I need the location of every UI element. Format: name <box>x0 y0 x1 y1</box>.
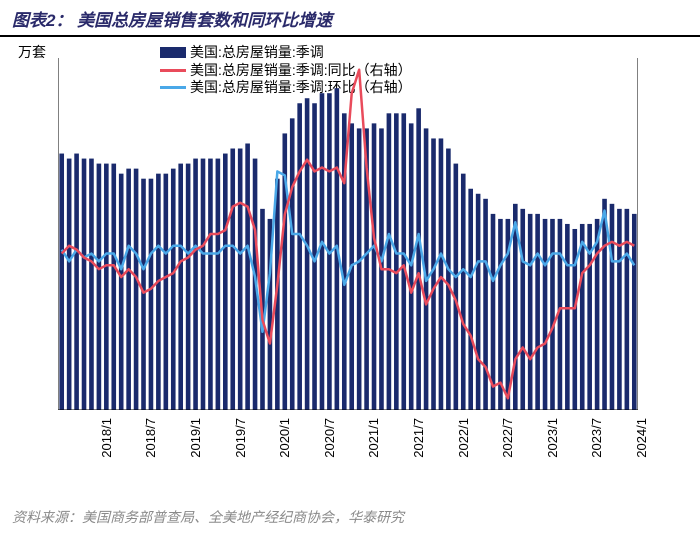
bar <box>82 159 87 410</box>
x-tick-label: 2022/7 <box>500 418 515 458</box>
x-tick-label: 2020/7 <box>322 418 337 458</box>
bar <box>216 159 221 410</box>
bar <box>178 164 183 410</box>
bar <box>439 138 444 410</box>
bar <box>74 154 79 410</box>
bar <box>320 93 325 410</box>
series-line <box>62 70 635 399</box>
bar <box>89 159 94 410</box>
bar <box>468 189 473 410</box>
bar <box>186 164 191 410</box>
bar <box>372 123 377 410</box>
bar <box>119 174 124 410</box>
x-tick-label: 2020/1 <box>277 418 292 458</box>
bar <box>528 214 533 410</box>
bar <box>483 199 488 410</box>
bar <box>550 219 555 410</box>
bar <box>141 179 146 410</box>
x-tick-label: 2022/1 <box>455 418 470 458</box>
y-axis-left-label: 万套 <box>18 42 46 62</box>
x-tick-label: 2021/7 <box>411 418 426 458</box>
bar <box>565 224 570 410</box>
bar <box>193 159 198 410</box>
bar <box>387 113 392 410</box>
bar <box>223 154 228 410</box>
bar <box>632 214 637 410</box>
x-tick-label: 2018/7 <box>143 418 158 458</box>
bar <box>602 199 607 410</box>
chart-title: 图表2： 美国总房屋销售套数和同环比增速 <box>12 6 332 31</box>
bar <box>535 214 540 410</box>
bar <box>67 159 72 410</box>
bar <box>357 128 362 410</box>
bar <box>595 219 600 410</box>
bar <box>126 169 131 410</box>
bar <box>156 174 161 410</box>
bar <box>580 224 585 410</box>
x-tick-label: 2019/7 <box>232 418 247 458</box>
bar <box>149 179 154 410</box>
bar <box>97 164 102 410</box>
bar <box>431 138 436 410</box>
bar <box>171 169 176 410</box>
bar <box>401 113 406 410</box>
x-tick-label: 2018/1 <box>98 418 113 458</box>
bar <box>409 123 414 410</box>
bar <box>297 103 302 410</box>
x-tick-label: 2023/7 <box>589 418 604 458</box>
bar <box>208 159 213 410</box>
bar <box>104 164 109 410</box>
chart-plot: 010203040506070-40%-30%-20%-10%0%10%20%3… <box>58 58 638 410</box>
bar <box>290 118 295 410</box>
bar <box>543 219 548 410</box>
bar <box>461 174 466 410</box>
bar <box>625 209 630 410</box>
chart-title-bar: 图表2： 美国总房屋销售套数和同环比增速 <box>0 0 700 37</box>
bar <box>305 98 310 410</box>
x-tick-label: 2023/1 <box>545 418 560 458</box>
bar <box>245 143 250 410</box>
bar <box>446 149 451 410</box>
source-text: 资料来源：美国商务部普查局、全美地产经纪商协会，华泰研究 <box>12 507 404 527</box>
bar <box>498 219 503 410</box>
bar <box>617 209 622 410</box>
bar <box>476 194 481 410</box>
bar <box>201 159 206 410</box>
bar <box>520 209 525 410</box>
x-tick-label: 2024/1 <box>634 418 649 458</box>
bar <box>394 113 399 410</box>
bar <box>238 149 243 410</box>
series-line <box>62 171 635 331</box>
bar <box>416 108 421 410</box>
x-tick-label: 2021/1 <box>366 418 381 458</box>
bar <box>134 169 139 410</box>
bar <box>230 149 235 410</box>
x-tick-label: 2019/1 <box>188 418 203 458</box>
bar <box>111 164 116 410</box>
bar <box>59 154 64 410</box>
bar <box>610 204 615 410</box>
bar <box>164 174 169 410</box>
legend-swatch-bars <box>160 47 186 58</box>
bar <box>454 164 459 410</box>
